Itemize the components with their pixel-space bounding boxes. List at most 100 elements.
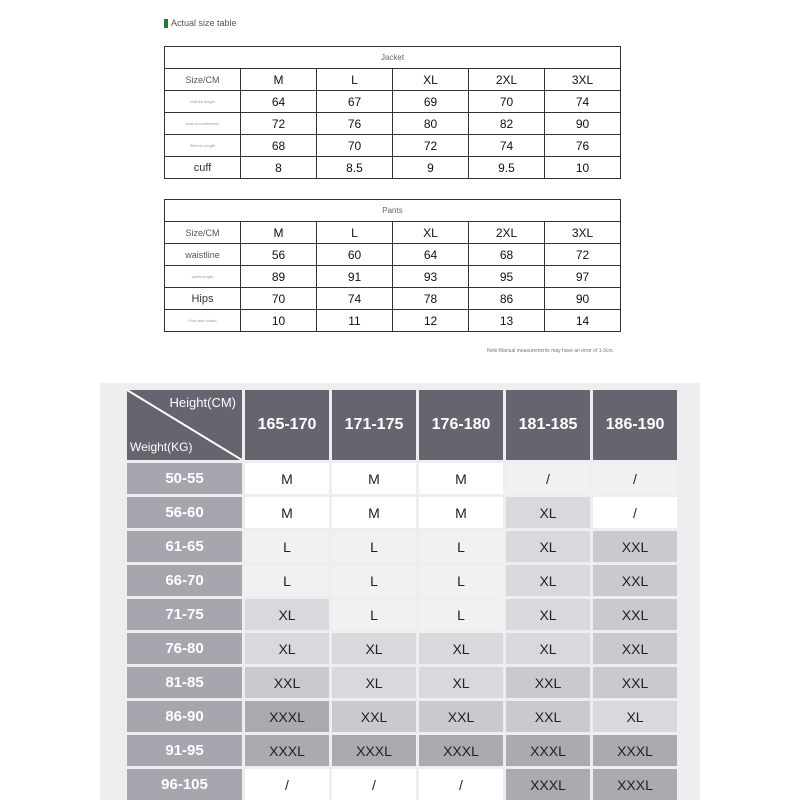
size-cell: L bbox=[332, 599, 416, 630]
size-cell: L bbox=[332, 531, 416, 562]
cell-value: 72 bbox=[240, 112, 317, 135]
column-header: Size/CM bbox=[164, 68, 241, 91]
size-cell: XXXL bbox=[506, 735, 590, 766]
size-cell: L bbox=[419, 599, 503, 630]
size-cell: L bbox=[419, 531, 503, 562]
size-cell: L bbox=[245, 531, 329, 562]
size-cell: XL bbox=[245, 633, 329, 664]
weight-range-header: 71-75 bbox=[127, 599, 242, 630]
cell-value: 72 bbox=[392, 134, 469, 157]
size-cell: XL bbox=[506, 599, 590, 630]
height-range-header: 171-175 bbox=[332, 390, 416, 460]
cell-value: 76 bbox=[544, 134, 621, 157]
row-label: pants length bbox=[164, 265, 241, 288]
cell-value: 10 bbox=[544, 156, 621, 179]
size-cell: / bbox=[593, 497, 677, 528]
cell-value: 9.5 bbox=[468, 156, 545, 179]
cell-value: 82 bbox=[468, 112, 545, 135]
size-cell: M bbox=[419, 463, 503, 494]
size-cell: XL bbox=[332, 633, 416, 664]
cell-value: 14 bbox=[544, 309, 621, 332]
column-header: XL bbox=[392, 68, 469, 91]
table-row: Sleeve Length 68 70 72 74 76 bbox=[164, 134, 621, 157]
cell-value: 8 bbox=[240, 156, 317, 179]
cell-value: 90 bbox=[544, 112, 621, 135]
table-row: waistline 56 60 64 68 72 bbox=[164, 243, 621, 266]
size-cell: / bbox=[245, 769, 329, 800]
cell-value: 68 bbox=[468, 243, 545, 266]
table-row: Foot and mouth 10 11 12 13 14 bbox=[164, 309, 621, 332]
size-cell: XL bbox=[506, 565, 590, 596]
column-header: XL bbox=[392, 221, 469, 244]
size-cell: XXXL bbox=[419, 735, 503, 766]
weight-range-header: 81-85 bbox=[127, 667, 242, 698]
size-cell: L bbox=[419, 565, 503, 596]
cell-value: 56 bbox=[240, 243, 317, 266]
size-cell: XXL bbox=[506, 701, 590, 732]
size-cell: XXL bbox=[506, 667, 590, 698]
table-title-row: Pants bbox=[164, 199, 621, 222]
cell-value: 64 bbox=[240, 90, 317, 113]
size-cell: XXXL bbox=[506, 769, 590, 800]
cell-value: 8.5 bbox=[316, 156, 393, 179]
column-header: 2XL bbox=[468, 68, 545, 91]
table-title-row: Jacket bbox=[164, 46, 621, 69]
cell-value: 10 bbox=[240, 309, 317, 332]
heading-marker-icon bbox=[164, 18, 168, 28]
row-label: cuff bbox=[164, 156, 241, 179]
cell-value: 72 bbox=[544, 243, 621, 266]
weight-range-header: 66-70 bbox=[127, 565, 242, 596]
size-cell: M bbox=[332, 497, 416, 528]
size-cell: M bbox=[332, 463, 416, 494]
section-heading: Actual size table bbox=[164, 18, 237, 28]
size-cell: / bbox=[332, 769, 416, 800]
height-range-header: 181-185 bbox=[506, 390, 590, 460]
table-row: cuff 8 8.5 9 9.5 10 bbox=[164, 156, 621, 179]
jacket-size-table: Jacket Size/CM M L XL 2XL 3XL clothes length 64 6… bbox=[164, 46, 621, 179]
size-cell: XXL bbox=[419, 701, 503, 732]
size-cell: M bbox=[419, 497, 503, 528]
cell-value: 69 bbox=[392, 90, 469, 113]
table-header-row: Size/CM M L XL 2XL 3XL bbox=[164, 68, 621, 91]
cell-value: 74 bbox=[316, 287, 393, 310]
column-header: M bbox=[240, 68, 317, 91]
weight-range-header: 76-80 bbox=[127, 633, 242, 664]
size-cell: XXXL bbox=[593, 735, 677, 766]
size-cell: XXXL bbox=[245, 735, 329, 766]
size-cell: / bbox=[593, 463, 677, 494]
column-header: L bbox=[316, 221, 393, 244]
row-label: Foot and mouth bbox=[164, 309, 241, 332]
cell-value: 64 bbox=[392, 243, 469, 266]
table-row: Hips 70 74 78 86 90 bbox=[164, 287, 621, 310]
size-cell: XXL bbox=[593, 565, 677, 596]
height-range-header: 186-190 bbox=[593, 390, 677, 460]
size-cell: M bbox=[245, 497, 329, 528]
size-cell: M bbox=[245, 463, 329, 494]
cell-value: 78 bbox=[392, 287, 469, 310]
size-cell: / bbox=[506, 463, 590, 494]
table-title: Pants bbox=[164, 199, 621, 222]
height-range-header: 176-180 bbox=[419, 390, 503, 460]
size-cell: XXXL bbox=[593, 769, 677, 800]
cell-value: 67 bbox=[316, 90, 393, 113]
size-cell: XL bbox=[419, 633, 503, 664]
column-header: M bbox=[240, 221, 317, 244]
column-header: 3XL bbox=[544, 221, 621, 244]
size-cell: XL bbox=[506, 633, 590, 664]
cell-value: 90 bbox=[544, 287, 621, 310]
cell-value: 12 bbox=[392, 309, 469, 332]
size-cell: XL bbox=[506, 497, 590, 528]
size-cell: L bbox=[245, 565, 329, 596]
cell-value: 60 bbox=[316, 243, 393, 266]
pants-size-table: Pants Size/CM M L XL 2XL 3XL waistline 56 60 64 68 7… bbox=[164, 199, 621, 332]
weight-range-header: 91-95 bbox=[127, 735, 242, 766]
cell-value: 74 bbox=[468, 134, 545, 157]
cell-value: 70 bbox=[468, 90, 545, 113]
row-label: bust circumference bbox=[164, 112, 241, 135]
table-header-row: Size/CM M L XL 2XL 3XL bbox=[164, 221, 621, 244]
weight-range-header: 56-60 bbox=[127, 497, 242, 528]
cell-value: 97 bbox=[544, 265, 621, 288]
cell-value: 80 bbox=[392, 112, 469, 135]
weight-range-header: 50-55 bbox=[127, 463, 242, 494]
column-header: L bbox=[316, 68, 393, 91]
